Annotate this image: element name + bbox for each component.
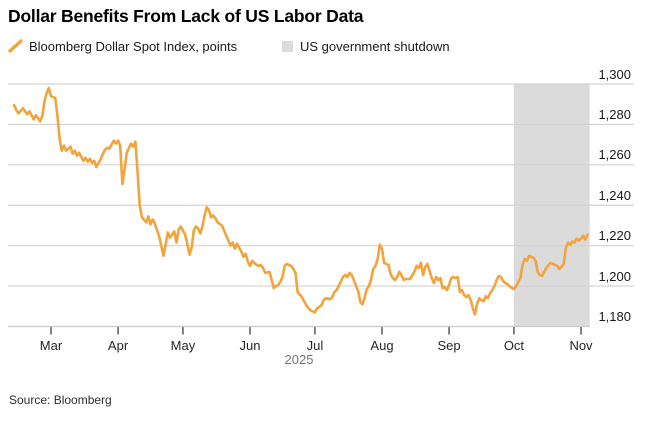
x-axis-year-label: 2025 [284,352,314,367]
shutdown-square-swatch-icon [282,41,293,52]
index-line [12,86,589,316]
y-axis-label: 1,240 [598,187,631,203]
legend-label-index: Bloomberg Dollar Spot Index, points [29,39,238,54]
y-axis-label: 1,180 [598,309,631,324]
legend-label-shutdown: US government shutdown [300,39,450,54]
y-axis-label: 1,220 [598,228,631,244]
x-axis-label-mar: Mar [39,338,63,353]
y-axis-label: 1,260 [598,147,631,163]
source-note: Source: Bloomberg [9,393,112,407]
chart-title: Dollar Benefits From Lack of US Labor Da… [8,6,364,26]
x-axis-label-jun: Jun [239,338,261,353]
line-series-slash-icon [8,38,24,54]
x-axis-label-jul: Jul [306,338,324,353]
legend: Bloomberg Dollar Spot Index, points US g… [8,37,648,55]
x-axis-label-sep: Sep [437,338,461,353]
x-axis-label-apr: Apr [107,338,129,353]
x-axis-label-oct: Oct [503,338,525,353]
y-axis-label: 1,200 [598,268,631,284]
x-axis-label-nov: Nov [569,338,593,353]
y-axis-label: 1,280 [598,106,631,122]
x-axis-label-aug: Aug [370,338,394,353]
x-axis-label-may: May [170,338,196,353]
y-axis-label: 1,300 [598,66,631,82]
